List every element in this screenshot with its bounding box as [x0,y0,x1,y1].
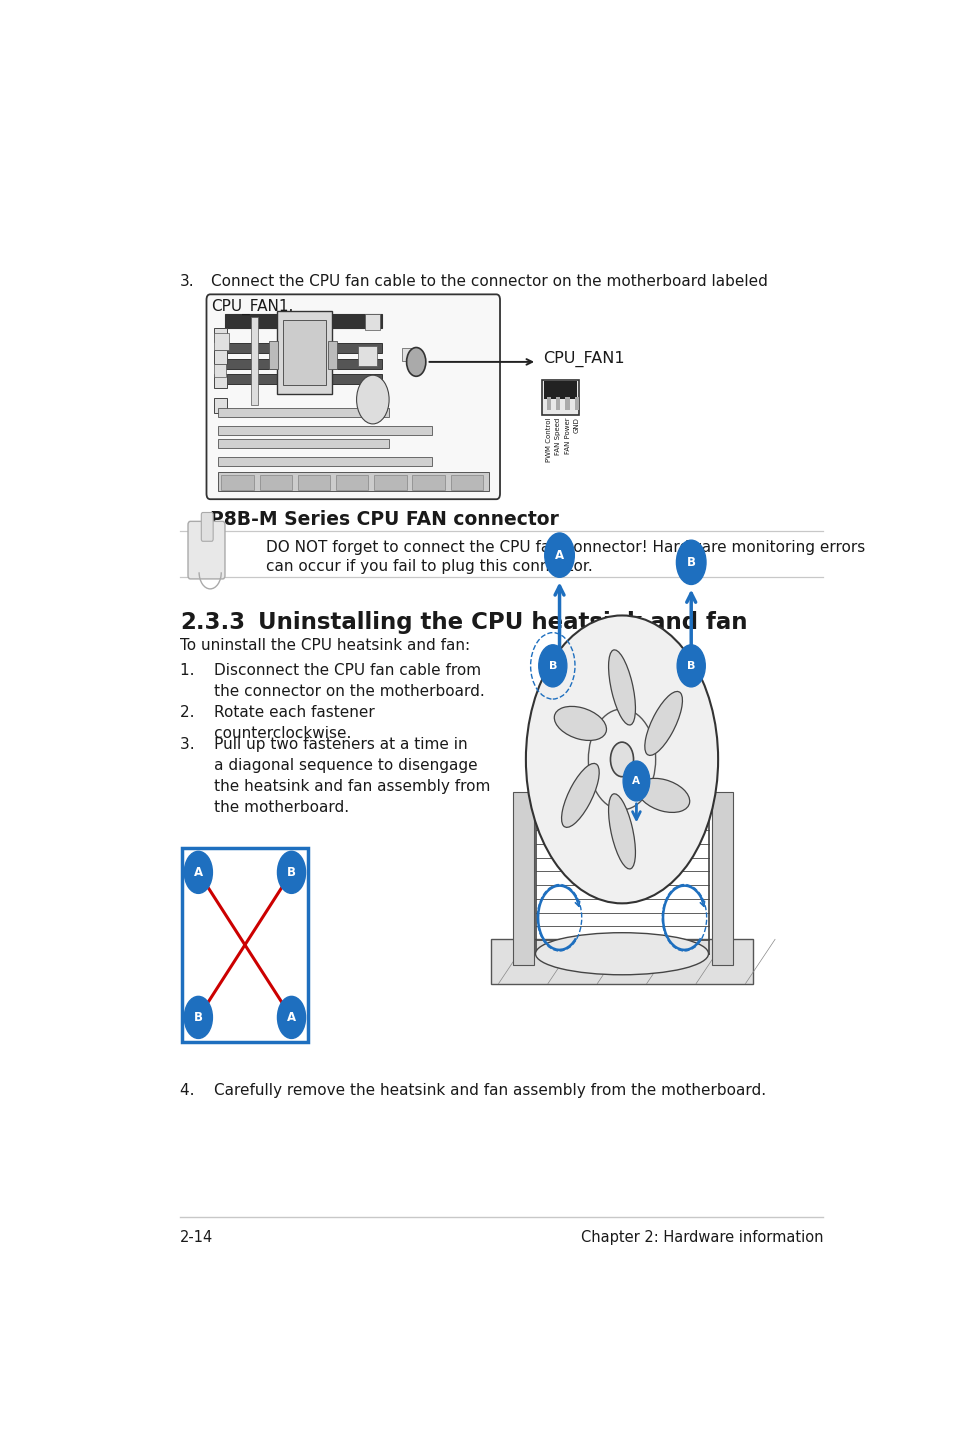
Text: B: B [686,661,695,672]
Text: a diagonal sequence to disengage: a diagonal sequence to disengage [180,758,477,774]
Text: B: B [287,866,295,879]
Text: P8B-M Series CPU FAN connector: P8B-M Series CPU FAN connector [210,510,558,529]
Ellipse shape [561,764,598,827]
Circle shape [677,644,704,687]
FancyBboxPatch shape [213,398,227,413]
FancyBboxPatch shape [365,315,380,329]
Text: the heatsink and fan assembly from: the heatsink and fan assembly from [180,779,490,794]
FancyBboxPatch shape [402,348,416,361]
FancyBboxPatch shape [225,374,382,384]
FancyBboxPatch shape [574,397,578,410]
FancyBboxPatch shape [213,334,229,349]
FancyBboxPatch shape [541,380,578,416]
Circle shape [184,997,213,1038]
Circle shape [356,375,389,424]
Text: 3.: 3. [180,275,194,289]
Ellipse shape [608,794,635,869]
FancyBboxPatch shape [213,349,227,364]
FancyBboxPatch shape [513,791,534,965]
FancyBboxPatch shape [217,472,488,492]
Circle shape [277,997,305,1038]
FancyBboxPatch shape [565,397,569,410]
FancyBboxPatch shape [182,848,308,1041]
FancyBboxPatch shape [188,522,225,580]
FancyBboxPatch shape [335,475,368,490]
FancyBboxPatch shape [225,344,382,354]
Circle shape [544,533,574,577]
Text: FAN Power: FAN Power [564,417,570,454]
Text: 2.    Rotate each fastener: 2. Rotate each fastener [180,705,375,720]
Text: GND: GND [574,417,579,433]
FancyBboxPatch shape [556,397,559,410]
FancyBboxPatch shape [213,364,226,377]
FancyBboxPatch shape [491,939,752,984]
FancyBboxPatch shape [217,457,432,466]
Circle shape [406,348,425,377]
FancyBboxPatch shape [357,347,376,367]
FancyBboxPatch shape [221,475,253,490]
FancyBboxPatch shape [297,475,330,490]
FancyBboxPatch shape [276,311,332,394]
Circle shape [277,851,305,893]
Text: Connect the CPU fan cable to the connector on the motherboard labeled: Connect the CPU fan cable to the connect… [211,275,767,289]
FancyBboxPatch shape [225,358,382,368]
FancyBboxPatch shape [213,374,227,388]
FancyBboxPatch shape [282,319,326,385]
FancyBboxPatch shape [412,475,444,490]
Circle shape [184,851,213,893]
Text: Uninstalling the CPU heatsink and fan: Uninstalling the CPU heatsink and fan [257,611,746,634]
Text: Chapter 2: Hardware information: Chapter 2: Hardware information [580,1231,822,1245]
Text: CPU_FAN1.: CPU_FAN1. [211,299,293,315]
Text: 1.    Disconnect the CPU fan cable from: 1. Disconnect the CPU fan cable from [180,663,480,679]
Text: A: A [287,1011,295,1024]
Text: B: B [548,661,557,672]
Text: the connector on the motherboard.: the connector on the motherboard. [180,684,484,699]
Text: B: B [193,1011,203,1024]
Circle shape [622,761,649,801]
Text: CPU_FAN1: CPU_FAN1 [542,351,624,367]
Text: 2-14: 2-14 [180,1231,213,1245]
Text: To uninstall the CPU heatsink and fan:: To uninstall the CPU heatsink and fan: [180,637,470,653]
Text: B: B [686,557,695,569]
Text: can occur if you fail to plug this connector.: can occur if you fail to plug this conne… [265,559,592,574]
Circle shape [538,644,566,687]
FancyBboxPatch shape [712,791,732,965]
Ellipse shape [554,706,606,741]
FancyBboxPatch shape [217,440,389,449]
Ellipse shape [608,650,635,725]
Ellipse shape [637,778,689,812]
FancyBboxPatch shape [269,341,278,370]
FancyBboxPatch shape [374,475,406,490]
FancyBboxPatch shape [213,328,227,342]
FancyBboxPatch shape [251,316,258,406]
FancyBboxPatch shape [201,512,213,541]
Text: counterclockwise.: counterclockwise. [180,726,351,741]
FancyBboxPatch shape [206,295,499,499]
FancyBboxPatch shape [259,475,292,490]
Text: A: A [632,777,639,787]
FancyBboxPatch shape [544,381,577,400]
Text: A: A [555,549,563,562]
Text: FAN Speed: FAN Speed [555,417,560,454]
Circle shape [610,742,633,777]
FancyBboxPatch shape [416,472,428,483]
Circle shape [676,541,705,584]
Ellipse shape [644,692,681,755]
Text: 3.    Pull up two fasteners at a time in: 3. Pull up two fasteners at a time in [180,738,467,752]
Text: 4.    Carefully remove the heatsink and fan assembly from the motherboard.: 4. Carefully remove the heatsink and fan… [180,1083,765,1097]
Text: 2.3.3: 2.3.3 [180,611,245,634]
FancyBboxPatch shape [450,475,482,490]
Text: DO NOT forget to connect the CPU fan connector! Hardware monitoring errors: DO NOT forget to connect the CPU fan con… [265,541,864,555]
Text: PWM Control: PWM Control [545,417,551,462]
FancyBboxPatch shape [217,408,389,417]
FancyBboxPatch shape [328,341,337,370]
FancyBboxPatch shape [217,426,432,434]
Text: A: A [193,866,203,879]
Ellipse shape [535,933,708,975]
FancyBboxPatch shape [546,397,551,410]
FancyBboxPatch shape [225,315,382,328]
Circle shape [525,615,718,903]
Text: the motherboard.: the motherboard. [180,801,349,815]
